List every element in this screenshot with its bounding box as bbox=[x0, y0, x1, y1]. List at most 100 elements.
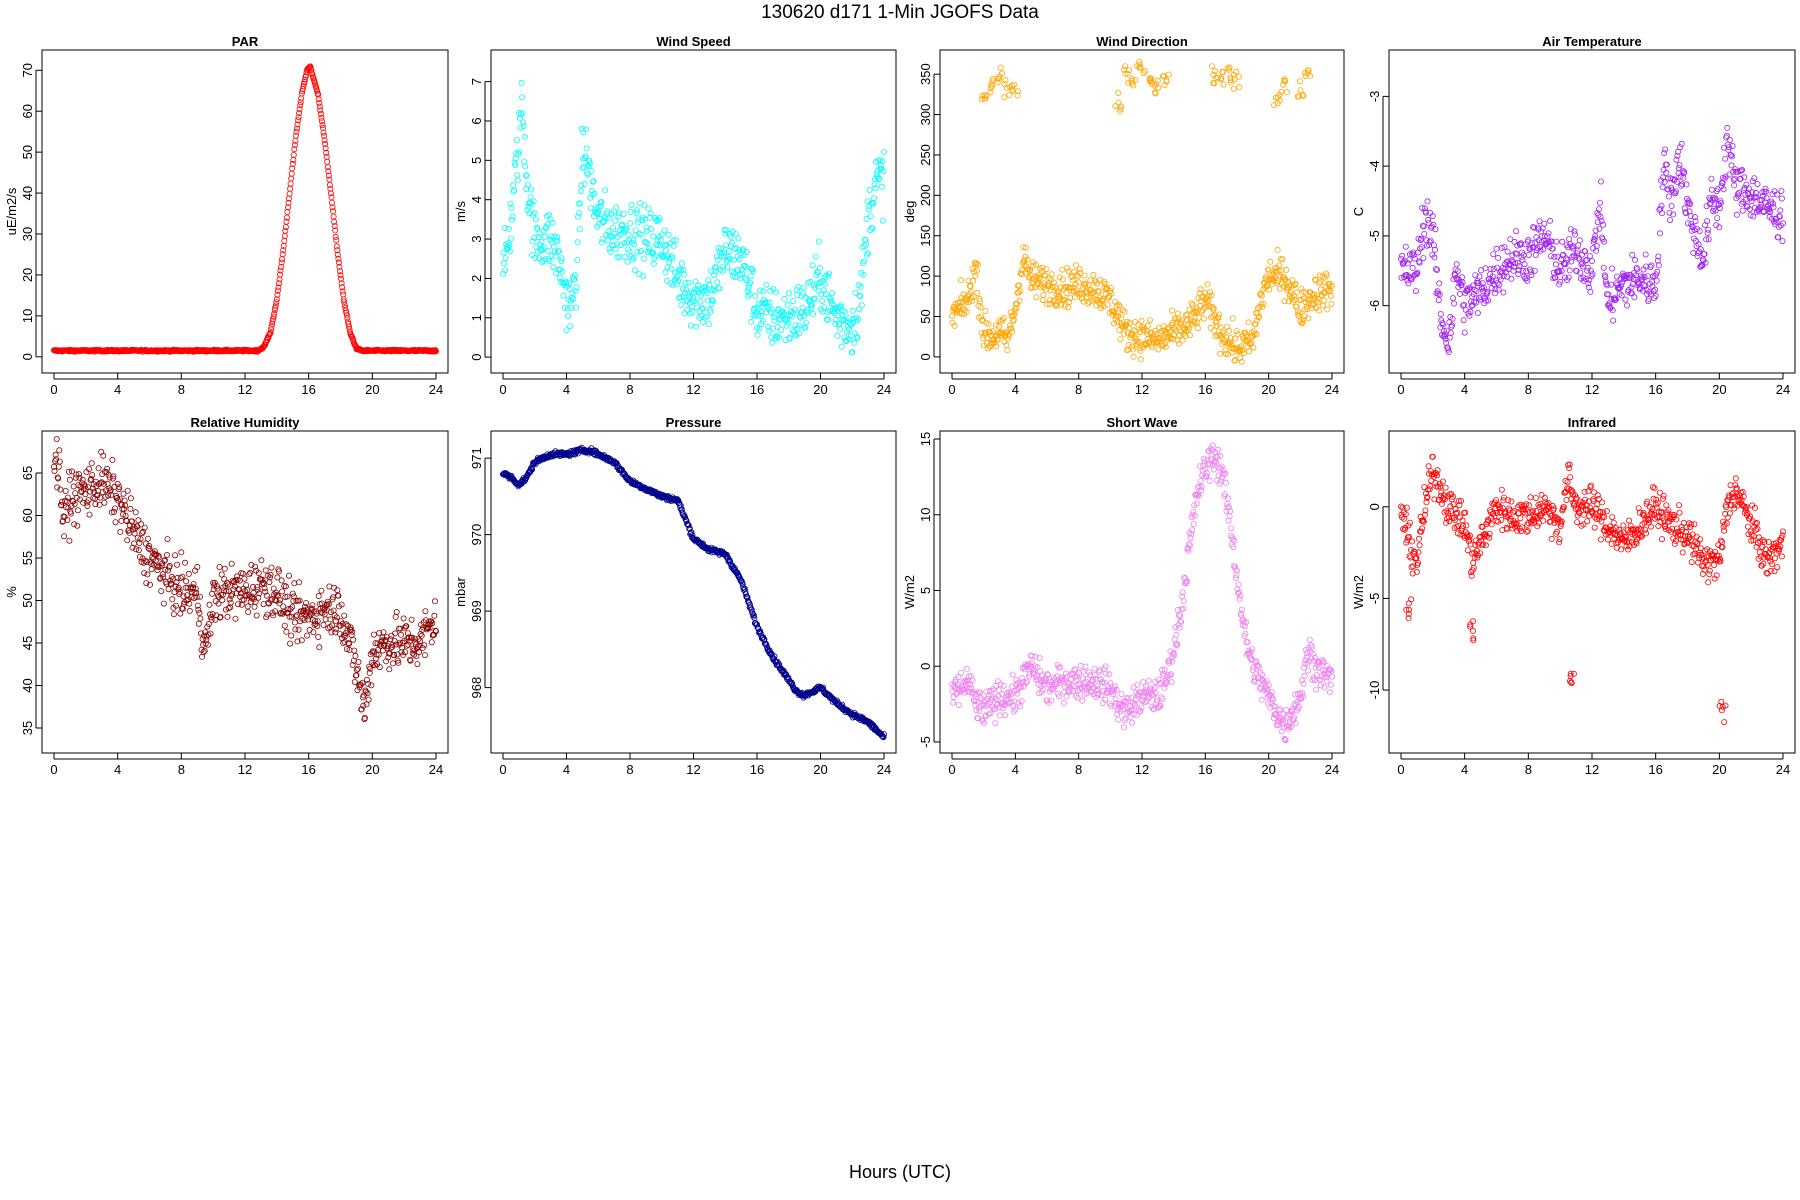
data-point bbox=[1287, 291, 1294, 298]
data-points bbox=[51, 435, 439, 723]
data-point bbox=[1404, 260, 1411, 267]
data-point bbox=[838, 302, 845, 309]
data-point bbox=[333, 243, 340, 250]
data-point bbox=[1566, 236, 1573, 243]
data-point bbox=[1127, 334, 1134, 341]
data-point bbox=[235, 601, 242, 608]
data-point bbox=[116, 484, 123, 491]
data-point bbox=[833, 304, 840, 311]
data-point bbox=[404, 630, 411, 637]
data-point bbox=[1256, 313, 1263, 320]
data-point bbox=[1265, 267, 1272, 274]
data-point bbox=[964, 293, 971, 300]
data-point bbox=[832, 320, 839, 327]
data-point bbox=[747, 273, 754, 280]
data-point bbox=[814, 269, 821, 276]
data-point bbox=[1576, 256, 1583, 263]
data-point bbox=[1598, 217, 1605, 224]
data-point bbox=[857, 283, 864, 290]
data-point bbox=[815, 238, 822, 245]
data-point bbox=[506, 242, 513, 249]
data-point bbox=[1090, 271, 1097, 278]
data-point bbox=[950, 699, 957, 706]
panel-title: Short Wave bbox=[1106, 415, 1177, 430]
data-point bbox=[1662, 146, 1669, 153]
data-point bbox=[1112, 298, 1119, 305]
data-point bbox=[530, 198, 537, 205]
data-point bbox=[1238, 358, 1245, 365]
data-point bbox=[1146, 317, 1153, 324]
data-point bbox=[1235, 347, 1242, 354]
data-point bbox=[64, 517, 71, 524]
data-point bbox=[1509, 252, 1516, 259]
data-point bbox=[211, 582, 218, 589]
data-point bbox=[1044, 301, 1051, 308]
data-point bbox=[393, 609, 400, 616]
data-point bbox=[65, 468, 72, 475]
data-point bbox=[310, 629, 317, 636]
data-point bbox=[1296, 78, 1303, 85]
data-point bbox=[286, 613, 293, 620]
data-point bbox=[1187, 332, 1194, 339]
data-point bbox=[54, 484, 61, 491]
data-point bbox=[1295, 93, 1302, 100]
data-point bbox=[1190, 318, 1197, 325]
y-tick-label: -3 bbox=[1367, 91, 1382, 103]
data-point bbox=[1162, 343, 1169, 350]
data-point bbox=[1285, 278, 1292, 285]
data-point bbox=[200, 649, 207, 656]
data-point bbox=[1210, 80, 1217, 87]
data-point bbox=[551, 248, 558, 255]
data-point bbox=[514, 177, 521, 184]
data-point bbox=[64, 494, 71, 501]
y-tick-label: 100 bbox=[918, 265, 933, 287]
data-point bbox=[1305, 315, 1312, 322]
data-point bbox=[1065, 267, 1072, 274]
data-point bbox=[605, 215, 612, 222]
data-point bbox=[330, 607, 337, 614]
data-point bbox=[696, 314, 703, 321]
data-point bbox=[503, 246, 510, 253]
data-point bbox=[1686, 200, 1693, 207]
data-point bbox=[275, 568, 282, 575]
data-point bbox=[1076, 290, 1083, 297]
data-point bbox=[174, 561, 181, 568]
data-point bbox=[1123, 321, 1130, 328]
data-point bbox=[1685, 197, 1692, 204]
data-point bbox=[575, 213, 582, 220]
data-point bbox=[108, 509, 115, 516]
data-point bbox=[318, 118, 325, 125]
data-point bbox=[1654, 268, 1661, 275]
data-point bbox=[1730, 176, 1737, 183]
data-point bbox=[1000, 314, 1007, 321]
data-point bbox=[560, 292, 567, 299]
data-point bbox=[619, 221, 626, 228]
data-point bbox=[1751, 175, 1758, 182]
data-point bbox=[1058, 301, 1065, 308]
data-point bbox=[1134, 338, 1141, 345]
data-point bbox=[432, 628, 439, 635]
data-point bbox=[1563, 242, 1570, 249]
x-tick-label: 20 bbox=[813, 382, 827, 397]
data-point bbox=[337, 622, 344, 629]
data-point bbox=[241, 575, 248, 582]
data-point bbox=[517, 124, 524, 131]
data-point bbox=[1111, 309, 1118, 316]
x-tick-label: 16 bbox=[750, 762, 764, 777]
data-point bbox=[76, 474, 83, 481]
data-point bbox=[223, 588, 230, 595]
data-point bbox=[304, 606, 311, 613]
data-point bbox=[1248, 339, 1255, 346]
data-point bbox=[980, 342, 987, 349]
data-point bbox=[521, 133, 528, 140]
data-point bbox=[1289, 298, 1296, 305]
data-point bbox=[349, 662, 356, 669]
data-point bbox=[208, 616, 215, 623]
data-point bbox=[985, 321, 992, 328]
data-point bbox=[276, 600, 283, 607]
data-point bbox=[1222, 347, 1229, 354]
data-point bbox=[1775, 234, 1782, 241]
data-point bbox=[400, 615, 407, 622]
data-point bbox=[1525, 236, 1532, 243]
data-point bbox=[1250, 344, 1257, 351]
